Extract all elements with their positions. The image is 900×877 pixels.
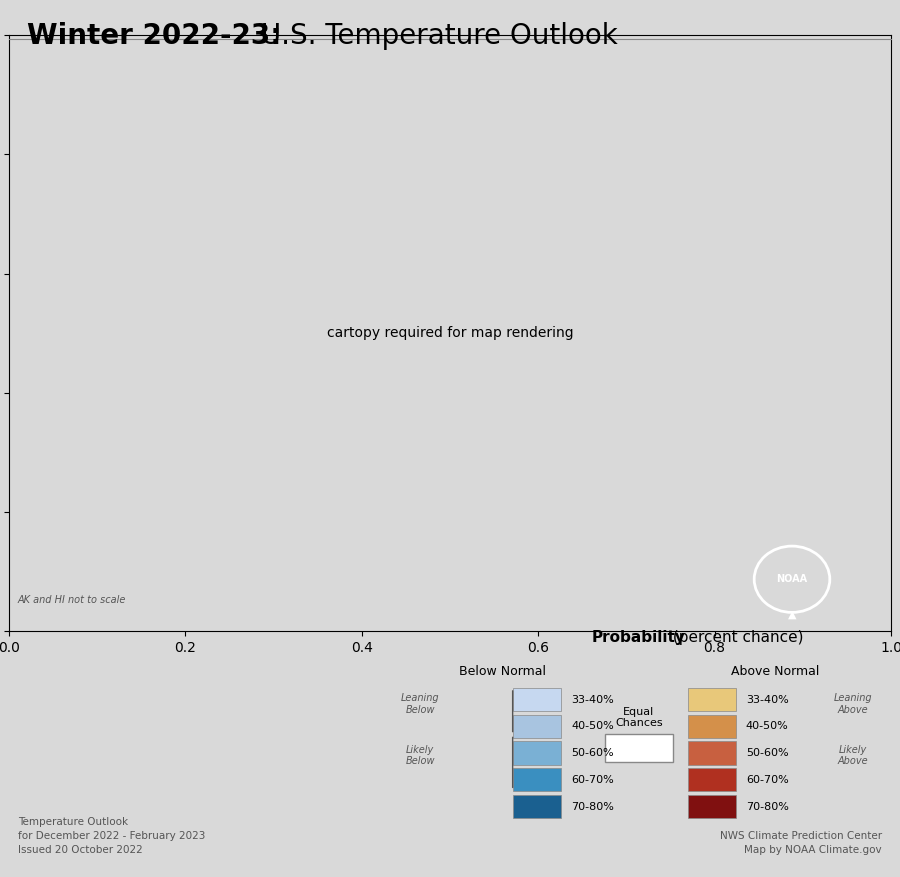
FancyBboxPatch shape xyxy=(688,795,736,818)
FancyBboxPatch shape xyxy=(688,688,736,711)
Text: Likely
Above: Likely Above xyxy=(838,745,868,766)
FancyBboxPatch shape xyxy=(688,715,736,738)
Text: Below Normal: Below Normal xyxy=(459,665,546,678)
Text: AK and HI not to scale: AK and HI not to scale xyxy=(18,595,126,605)
FancyBboxPatch shape xyxy=(513,795,562,818)
Text: 50-60%: 50-60% xyxy=(571,748,614,758)
Text: Winter 2022-23:: Winter 2022-23: xyxy=(27,22,282,50)
Text: Above Normal: Above Normal xyxy=(731,665,819,678)
Text: ▲: ▲ xyxy=(788,610,796,620)
Text: Leaning
Below: Leaning Below xyxy=(401,694,439,715)
FancyBboxPatch shape xyxy=(688,768,736,791)
Text: cartopy required for map rendering: cartopy required for map rendering xyxy=(327,326,573,340)
Text: 60-70%: 60-70% xyxy=(746,774,788,785)
Text: Leaning
Above: Leaning Above xyxy=(833,694,872,715)
Text: 70-80%: 70-80% xyxy=(571,802,614,811)
Text: 60-70%: 60-70% xyxy=(571,774,614,785)
FancyBboxPatch shape xyxy=(513,768,562,791)
Text: Probability: Probability xyxy=(592,630,686,645)
Text: 33-40%: 33-40% xyxy=(746,695,788,704)
FancyBboxPatch shape xyxy=(513,688,562,711)
Text: 70-80%: 70-80% xyxy=(746,802,788,811)
FancyBboxPatch shape xyxy=(688,741,736,765)
Text: Likely
Below: Likely Below xyxy=(406,745,435,766)
Text: Equal
Chances: Equal Chances xyxy=(616,707,662,728)
Text: U.S. Temperature Outlook: U.S. Temperature Outlook xyxy=(252,22,617,50)
Text: NOAA: NOAA xyxy=(777,574,807,584)
FancyBboxPatch shape xyxy=(513,741,562,765)
Text: 40-50%: 40-50% xyxy=(746,722,788,731)
Text: (percent chance): (percent chance) xyxy=(669,630,804,645)
Text: 40-50%: 40-50% xyxy=(571,722,614,731)
FancyBboxPatch shape xyxy=(605,734,673,762)
Text: NWS Climate Prediction Center
Map by NOAA Climate.gov: NWS Climate Prediction Center Map by NOA… xyxy=(720,831,882,855)
Text: 50-60%: 50-60% xyxy=(746,748,788,758)
FancyBboxPatch shape xyxy=(513,715,562,738)
Text: 33-40%: 33-40% xyxy=(571,695,614,704)
Text: Temperature Outlook
for December 2022 - February 2023
Issued 20 October 2022: Temperature Outlook for December 2022 - … xyxy=(18,817,205,855)
